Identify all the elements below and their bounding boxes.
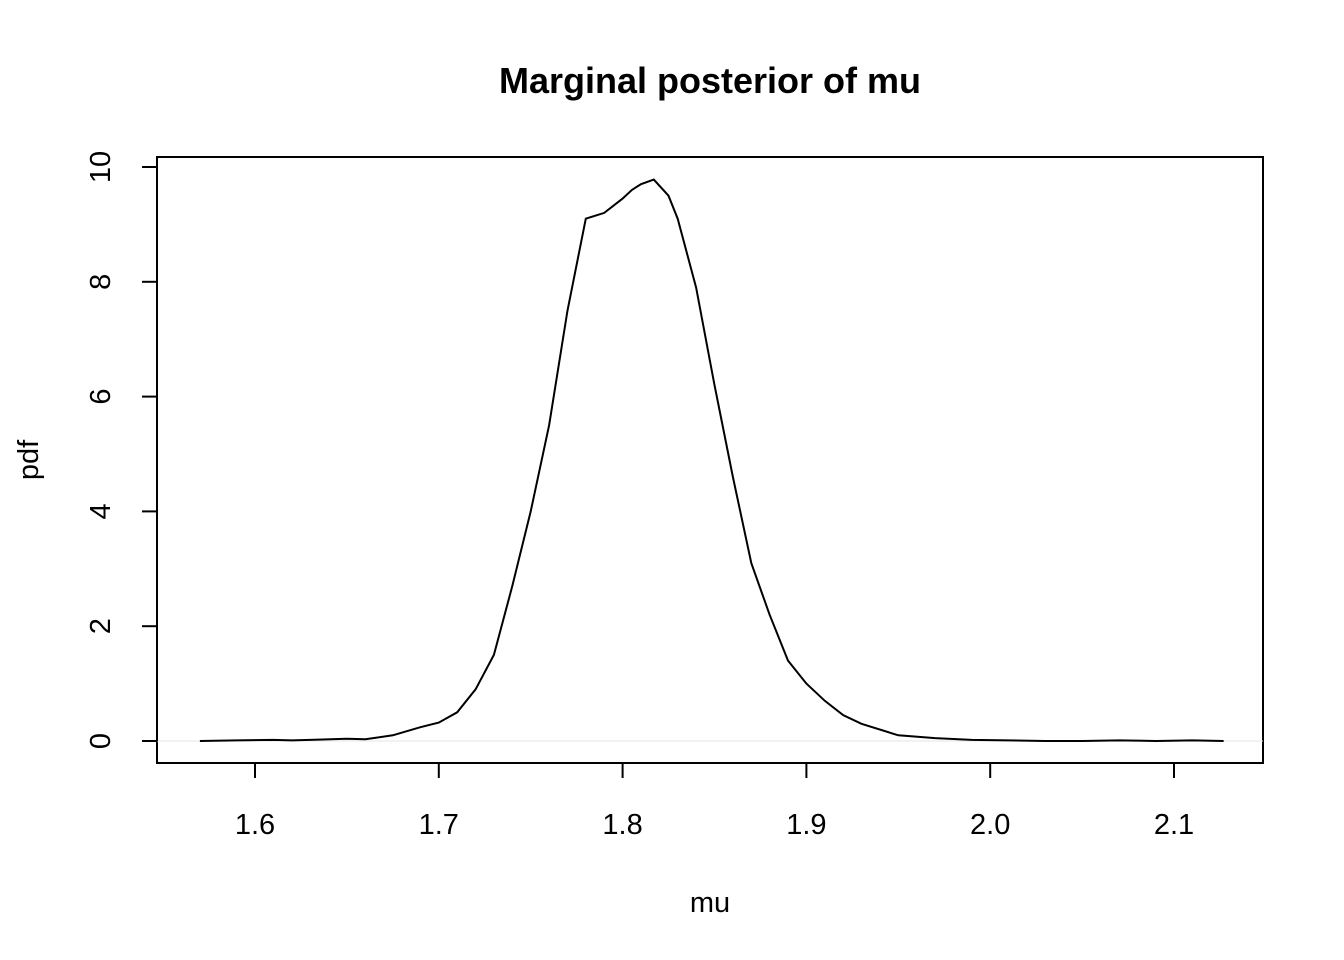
y-tick-label-2: 4 xyxy=(85,503,117,519)
y-axis-label: pdf xyxy=(13,439,45,480)
y-tick-label-0: 0 xyxy=(85,733,117,749)
x-axis: 1.6 1.7 1.8 1.9 2.0 2.1 xyxy=(235,762,1194,841)
x-tick-label-4: 2.0 xyxy=(970,809,1010,841)
x-tick-label-2: 1.8 xyxy=(602,809,642,841)
y-tick-label-5: 10 xyxy=(85,151,117,183)
plot-frame xyxy=(156,156,1264,764)
density-curve xyxy=(199,178,1224,743)
y-axis: 0 2 4 6 8 10 xyxy=(85,151,158,749)
y-tick-label-3: 6 xyxy=(85,389,117,405)
chart-title: Marginal posterior of mu xyxy=(499,60,921,101)
x-tick-label-0: 1.6 xyxy=(235,809,275,841)
y-tick-label-1: 2 xyxy=(85,618,117,634)
x-tick-label-3: 1.9 xyxy=(786,809,826,841)
x-axis-label: mu xyxy=(690,887,730,919)
x-tick-label-5: 2.1 xyxy=(1154,809,1194,841)
x-tick-label-1: 1.7 xyxy=(419,809,459,841)
y-tick-label-4: 8 xyxy=(85,274,117,290)
